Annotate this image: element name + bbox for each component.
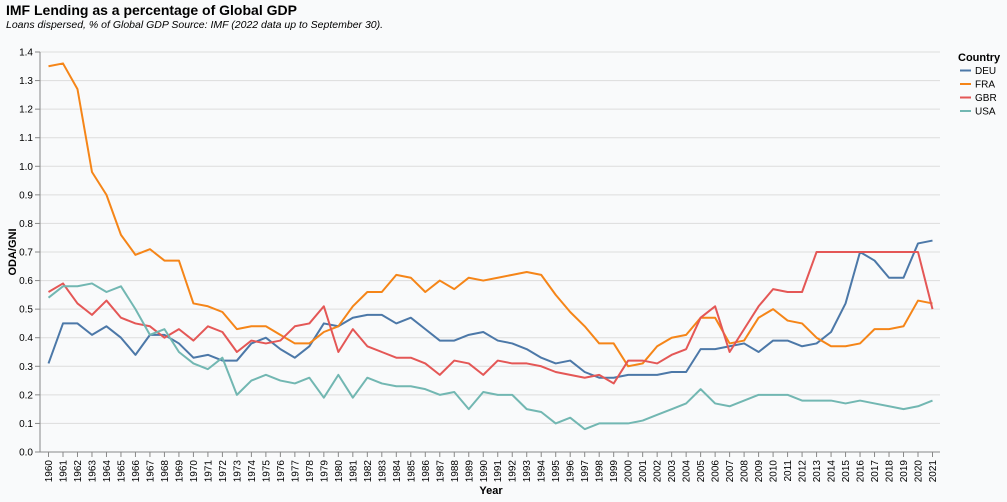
y-tick-label: 0.4 (19, 333, 33, 344)
legend-label-fra: FRA (975, 80, 995, 91)
x-tick-label: 1995 (551, 460, 562, 483)
x-tick-label: 1982 (363, 460, 374, 483)
x-tick-label: 1966 (131, 460, 142, 483)
x-tick-label: 1981 (348, 460, 359, 483)
series-lines (47, 62, 934, 431)
y-tick-label: 1.0 (19, 162, 33, 173)
x-tick-label: 2003 (667, 460, 678, 483)
x-tick-label: 1977 (290, 460, 301, 483)
y-tick-label: 1.3 (19, 76, 33, 87)
x-tick-label: 1989 (464, 460, 475, 483)
y-tick-label: 0.1 (19, 419, 33, 430)
legend-title: Country (958, 52, 1001, 64)
y-tick-label: 0.7 (19, 248, 33, 259)
x-tick-label: 1980 (334, 460, 345, 483)
x-tick-label: 1967 (145, 460, 156, 483)
legend-label-usa: USA (975, 107, 996, 118)
chart-subtitle: Loans dispersed, % of Global GDP Source:… (6, 19, 384, 31)
x-tick-label: 2001 (638, 460, 649, 483)
y-tick-label: 0.8 (19, 219, 33, 230)
x-tick-label: 1970 (189, 460, 200, 483)
x-tick-label: 2015 (841, 460, 852, 483)
y-axis: 0.0 0.1 0.2 0.3 0.4 0.5 0.6 0.7 0.8 0.9 1.0 1.1 1.2 1… (19, 48, 41, 459)
x-tick-label: 1997 (580, 460, 591, 483)
x-tick-label: 2018 (885, 460, 896, 483)
x-tick-label: 1985 (406, 460, 417, 483)
x-tick-label: 1969 (174, 460, 185, 483)
x-tick-label: 1994 (537, 460, 548, 483)
legend-label-deu: DEU (975, 66, 996, 77)
x-tick-label: 1960 (44, 460, 55, 483)
x-tick-label: 2004 (682, 460, 693, 483)
x-tick-label: 2019 (899, 460, 910, 483)
x-tick-label: 2012 (798, 460, 809, 483)
y-tick-label: 0.6 (19, 276, 33, 287)
y-tick-label: 0.0 (19, 448, 33, 459)
series-line-usa (47, 282, 933, 431)
x-tick-label: 2002 (653, 460, 664, 483)
x-tick-label: 1975 (261, 460, 272, 483)
x-tick-label: 2006 (711, 460, 722, 483)
x-tick-label: 1983 (377, 460, 388, 483)
y-tick-label: 0.5 (19, 305, 33, 316)
x-tick-label: 1990 (479, 460, 490, 483)
x-tick-label: 2011 (783, 460, 794, 482)
y-tick-label: 0.9 (19, 190, 33, 201)
x-tick-label: 1987 (435, 460, 446, 483)
x-tick-label: 1979 (319, 460, 330, 483)
series-line-deu (47, 239, 933, 379)
x-tick-label: 1973 (232, 460, 243, 483)
y-axis-title: ODA/GNI (7, 228, 19, 275)
x-tick-label: 1965 (116, 460, 127, 483)
series-line-fra (48, 62, 933, 368)
legend: Country DEU FRA GBR USA (958, 52, 1001, 118)
x-tick-label: 1992 (508, 460, 519, 483)
grid-lines (40, 51, 940, 453)
x-tick-label: 1993 (522, 460, 533, 483)
legend-label-gbr: GBR (975, 93, 997, 104)
x-tick-label: 2021 (928, 460, 939, 483)
x-tick-label: 1986 (421, 460, 432, 483)
x-tick-label: 1991 (493, 460, 504, 483)
y-tick-label: 0.3 (19, 362, 33, 373)
x-tick-label: 2009 (754, 460, 765, 483)
x-tick-label: 2010 (769, 460, 780, 483)
x-tick-label: 1998 (595, 460, 606, 483)
x-tick-label: 1968 (160, 460, 171, 483)
x-tick-label: 1978 (305, 460, 316, 483)
x-axis: 1960 1961 1962 1963 1964 1965 1966 1967 1968 1969… (40, 451, 940, 483)
x-tick-label: 1999 (609, 460, 620, 483)
x-tick-label: 1976 (276, 460, 287, 483)
x-tick-label: 2016 (856, 460, 867, 483)
x-tick-label: 1996 (566, 460, 577, 483)
x-tick-label: 1974 (247, 460, 258, 483)
series-line-gbr (47, 251, 934, 385)
y-tick-label: 1.4 (19, 48, 33, 59)
y-tick-label: 0.2 (19, 390, 33, 401)
x-tick-label: 2013 (812, 460, 823, 483)
x-tick-label: 1984 (392, 460, 403, 483)
x-tick-label: 2008 (740, 460, 751, 483)
y-tick-label: 1.2 (19, 105, 33, 116)
x-tick-label: 2007 (725, 460, 736, 483)
x-tick-label: 2000 (624, 460, 635, 483)
y-tick-label: 1.1 (19, 133, 33, 144)
x-tick-label: 1963 (87, 460, 98, 483)
x-tick-label: 1972 (218, 460, 229, 483)
x-tick-label: 1961 (58, 460, 69, 483)
x-tick-label: 1962 (73, 460, 84, 483)
x-axis-title: Year (479, 485, 503, 497)
x-tick-label: 2014 (827, 460, 838, 483)
x-tick-label: 2020 (914, 460, 925, 483)
chart-title: IMF Lending as a percentage of Global GD… (6, 2, 297, 18)
x-tick-label: 1988 (450, 460, 461, 483)
x-tick-label: 1971 (203, 460, 214, 483)
x-tick-label: 1964 (102, 460, 113, 483)
x-tick-label: 2005 (696, 460, 707, 483)
x-tick-label: 2017 (870, 460, 881, 483)
